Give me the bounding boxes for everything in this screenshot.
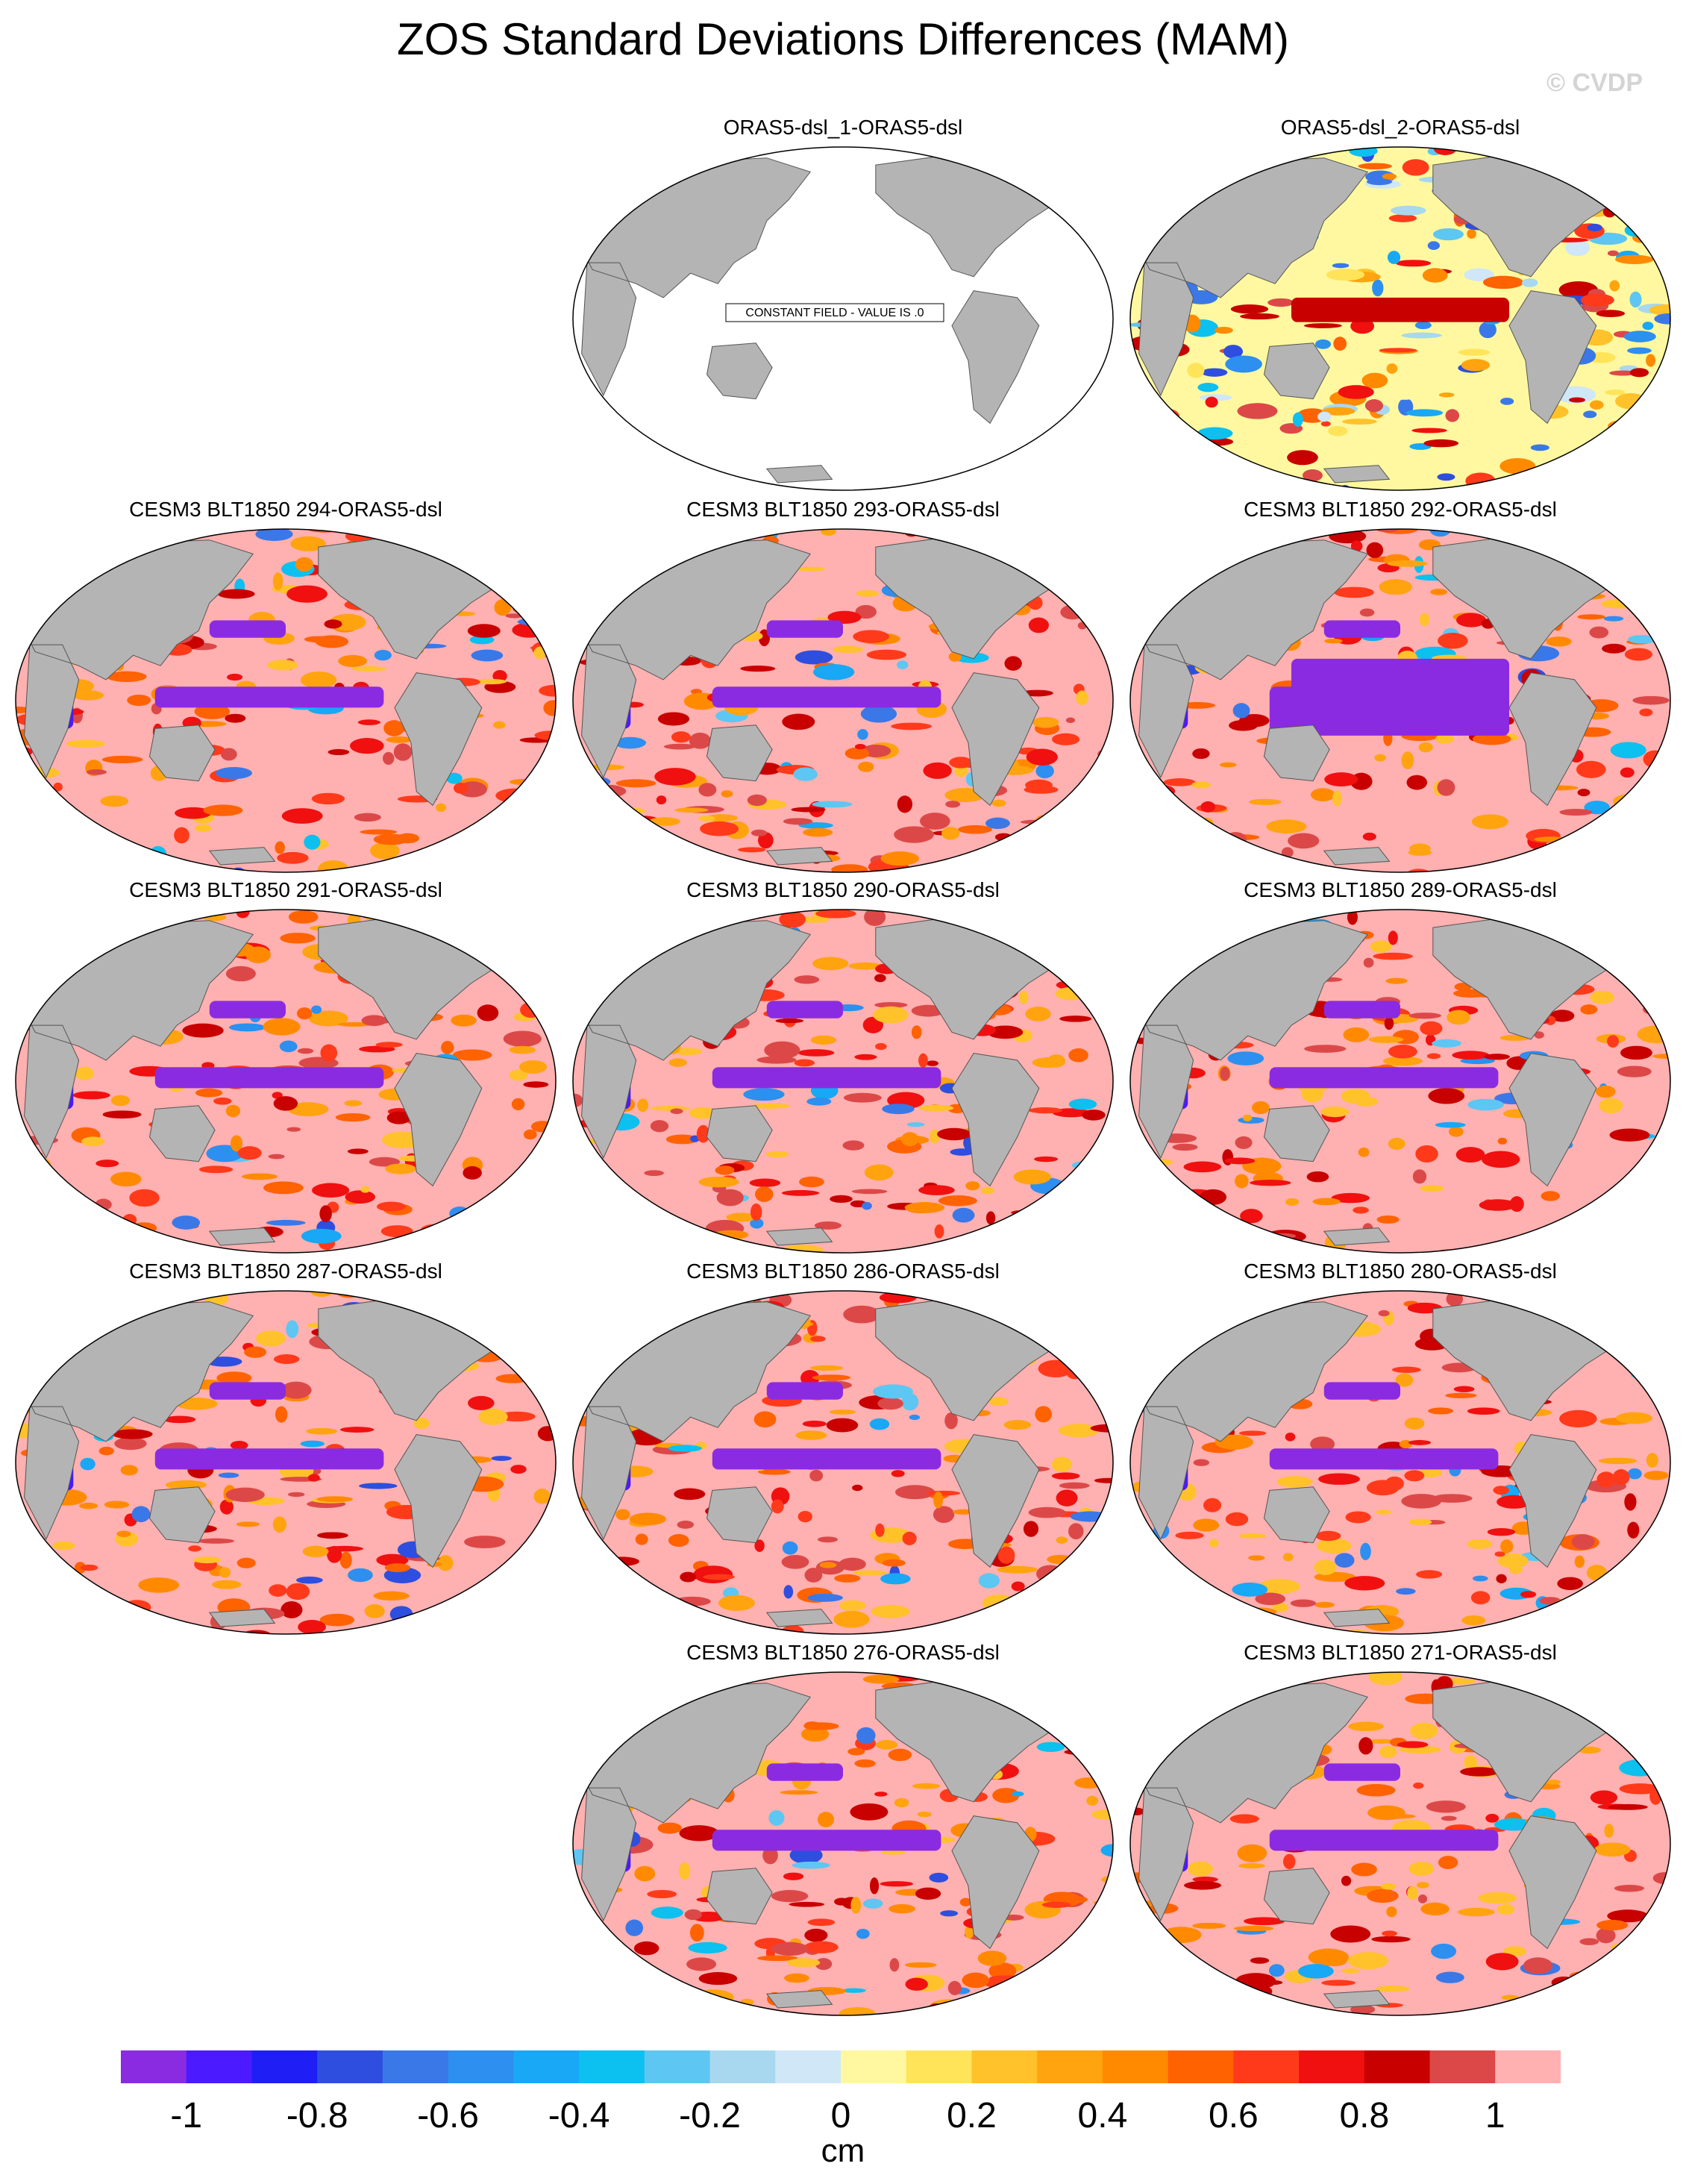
colorbar-bin [251,2050,318,2083]
world-map [1129,146,1671,491]
panel-title: CESM3 BLT1850 287-ORAS5-dsl [129,1260,442,1283]
colorbar-bin [709,2050,776,2083]
colorbar-bin [513,2050,580,2083]
colorbar-bin [1429,2050,1496,2083]
colorbar-bin [1102,2050,1169,2083]
colorbar-tick-label: 0.6 [1208,2096,1259,2135]
panel-title: ORAS5-dsl_1-ORAS5-dsl [723,116,963,139]
world-map [15,909,557,1254]
colorbar-tick-label: 0.8 [1339,2096,1390,2135]
map-panel: CESM3 BLT1850 287-ORAS5-dsl [13,1260,558,1640]
colorbar-bin [1299,2050,1365,2083]
land-mask [581,536,1100,866]
world-map [15,528,557,873]
land-mask [1138,154,1657,484]
colorbar-bin [775,2050,842,2083]
land-mask [24,916,542,1246]
watermark: © CVDP [1546,69,1643,97]
svg-text:CONSTANT FIELD - VALUE IS .0: CONSTANT FIELD - VALUE IS .0 [745,307,924,319]
colorbar-bin [644,2050,711,2083]
colorbar-bin [448,2050,514,2083]
world-map: CONSTANT FIELD - VALUE IS .0 [572,146,1114,491]
colorbar-bin [1168,2050,1234,2083]
map-panel: CESM3 BLT1850 293-ORAS5-dsl [571,498,1115,878]
colorbar-bin [317,2050,383,2083]
map-panel: CESM3 BLT1850 271-ORAS5-dsl [1128,1641,1673,2021]
map-panel: CESM3 BLT1850 289-ORAS5-dsl [1128,878,1673,1259]
map-panel: CESM3 BLT1850 291-ORAS5-dsl [13,878,558,1259]
colorbar-tick-label: 0.2 [947,2096,997,2135]
panel-title: CESM3 BLT1850 289-ORAS5-dsl [1244,878,1557,901]
world-map [1129,528,1671,873]
world-map [572,1671,1114,2016]
colorbar-units: cm [821,2133,865,2169]
panel-title: ORAS5-dsl_2-ORAS5-dsl [1280,116,1520,139]
colorbar-bin [1495,2050,1561,2083]
colorbar-tick-label: 0 [830,2096,851,2135]
panel-title: CESM3 BLT1850 293-ORAS5-dsl [686,498,1000,521]
colorbar-tick-label: 0.4 [1077,2096,1128,2135]
land-mask [24,536,542,866]
colorbar [121,2050,1561,2083]
panel-title: CESM3 BLT1850 271-ORAS5-dsl [1244,1641,1557,1664]
land-mask [581,1298,1100,1627]
colorbar-bin [121,2050,187,2083]
map-panel: CESM3 BLT1850 276-ORAS5-dsl [571,1641,1115,2021]
colorbar-bin [841,2050,907,2083]
colorbar-bin [186,2050,253,2083]
colorbar-tick-label: -0.4 [548,2096,610,2135]
colorbar-tick-label: -1 [170,2096,203,2135]
colorbar-bin [971,2050,1038,2083]
colorbar-bin [906,2050,973,2083]
panel-title: CESM3 BLT1850 290-ORAS5-dsl [686,878,1000,901]
constant-field-label: CONSTANT FIELD - VALUE IS .0 [725,303,944,322]
colorbar-bin [382,2050,449,2083]
world-map [15,1290,557,1635]
map-panel: CESM3 BLT1850 290-ORAS5-dsl [571,878,1115,1259]
panel-title: CESM3 BLT1850 291-ORAS5-dsl [129,878,442,901]
map-panel: CESM3 BLT1850 280-ORAS5-dsl [1128,1260,1673,1640]
map-panel: CESM3 BLT1850 294-ORAS5-dsl [13,498,558,878]
world-map [1129,909,1671,1254]
colorbar-tick-label: -0.8 [286,2096,348,2135]
page-title: ZOS Standard Deviations Differences (MAM… [397,14,1289,64]
colorbar-bin [1037,2050,1103,2083]
land-mask [1138,1679,1657,2009]
map-panel: CESM3 BLT1850 286-ORAS5-dsl [571,1260,1115,1640]
map-panel: ORAS5-dsl_1-ORAS5-dsl CONSTANT FIELD - VA… [571,116,1115,496]
land-mask [581,154,1100,484]
colorbar-tick-label: -0.2 [679,2096,741,2135]
land-mask [581,916,1100,1246]
land-mask [1138,916,1657,1246]
land-mask [581,1679,1100,2009]
colorbar-tick-label: -0.6 [417,2096,479,2135]
colorbar-bin [1364,2050,1431,2083]
world-map [1129,1671,1671,2016]
panel-title: CESM3 BLT1850 294-ORAS5-dsl [129,498,442,521]
land-mask [24,1298,542,1627]
panel-title: CESM3 BLT1850 280-ORAS5-dsl [1244,1260,1557,1283]
world-map [572,1290,1114,1635]
panel-title: CESM3 BLT1850 286-ORAS5-dsl [686,1260,1000,1283]
colorbar-bin [1233,2050,1300,2083]
map-panel: ORAS5-dsl_2-ORAS5-dsl [1128,116,1673,496]
world-map [1129,1290,1671,1635]
colorbar-tick-label: 1 [1485,2096,1505,2135]
land-mask [1138,1298,1657,1627]
map-panel: CESM3 BLT1850 292-ORAS5-dsl [1128,498,1673,878]
world-map [572,528,1114,873]
panel-title: CESM3 BLT1850 292-ORAS5-dsl [1244,498,1557,521]
world-map [572,909,1114,1254]
panel-title: CESM3 BLT1850 276-ORAS5-dsl [686,1641,1000,1664]
colorbar-bin [579,2050,645,2083]
land-mask [1138,536,1657,866]
